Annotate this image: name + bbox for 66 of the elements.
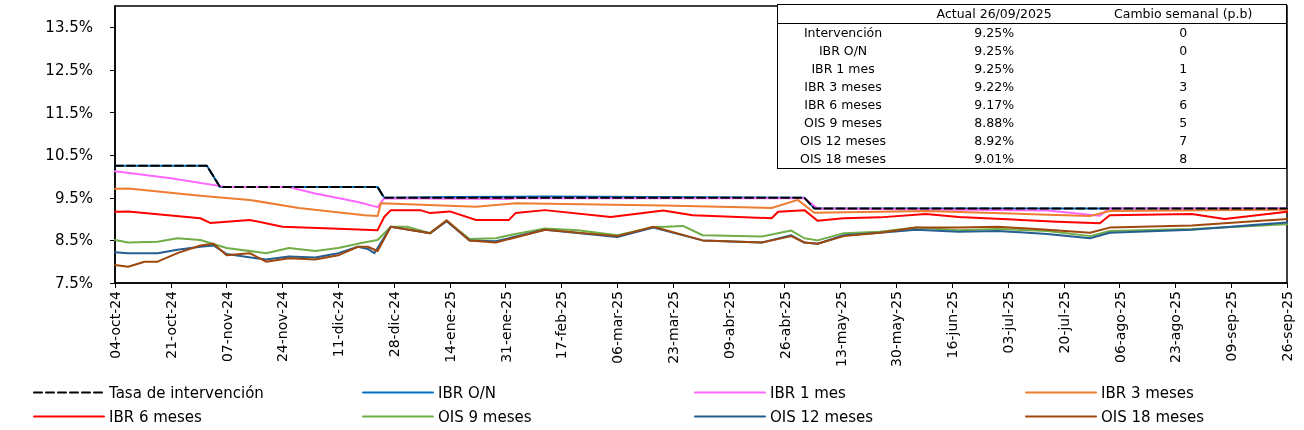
annotation: 7 xyxy=(1178,132,1189,150)
y-tick-label: 7.5% xyxy=(54,274,93,292)
x-tick-label: 23-ago-25 xyxy=(1167,291,1184,364)
annotation: 9.25% xyxy=(973,42,1016,60)
annotation: 0 xyxy=(1178,42,1189,60)
y-tick-label: 12.5% xyxy=(45,60,93,79)
x-tick-label: 06-mar-25 xyxy=(609,291,626,364)
legend-label: OIS 18 meses xyxy=(1101,407,1205,426)
x-tick-label: 04-oct-24 xyxy=(107,290,123,359)
x-tick-label: 21-oct-24 xyxy=(162,290,179,359)
annotation: IBR 1 mes xyxy=(810,60,876,78)
annotation: 9.01% xyxy=(973,150,1016,168)
annotation: 9.25% xyxy=(973,24,1016,42)
x-tick-label: 28-dic-24 xyxy=(386,290,403,358)
x-tick-label: 24-nov-24 xyxy=(274,290,291,363)
x-tick-label: 03-jul-25 xyxy=(999,291,1016,354)
x-tick-label: 07-nov-24 xyxy=(218,290,235,363)
x-tick-label: 11-dic-24 xyxy=(330,290,347,358)
y-tick-label: 9.5% xyxy=(54,188,93,207)
annotation: Intervención xyxy=(802,24,884,42)
x-tick-label: 26-abr-25 xyxy=(776,291,793,360)
legend-label: OIS 9 meses xyxy=(438,407,532,426)
x-tick-label: 14-ene-25 xyxy=(441,291,458,363)
annotation: IBR 3 meses xyxy=(803,78,883,96)
legend-label: OIS 12 meses xyxy=(770,407,874,426)
x-tick-label: 16-jun-25 xyxy=(944,291,961,359)
annotation: 3 xyxy=(1178,78,1189,96)
annotation: 5 xyxy=(1178,114,1189,132)
annotation: OIS 9 meses xyxy=(803,114,883,132)
legend-label: IBR 6 meses xyxy=(109,407,203,426)
x-tick-label: 23-mar-25 xyxy=(665,291,682,364)
annotation: 8 xyxy=(1178,150,1189,168)
x-tick-label: 31-ene-25 xyxy=(497,291,514,363)
x-tick-label: 06-ago-25 xyxy=(1111,291,1128,364)
annotation: OIS 12 meses xyxy=(799,132,887,150)
annotation: 9.25% xyxy=(973,60,1016,78)
x-tick-label: 26-sep-25 xyxy=(1279,291,1295,362)
line-series xyxy=(114,209,1288,232)
x-tick-label: 09-abr-25 xyxy=(720,291,737,360)
y-tick-label: 10.5% xyxy=(45,146,93,165)
annotation: Actual 26/09/2025 xyxy=(908,4,1081,24)
annotation: 8.92% xyxy=(973,132,1016,150)
y-tick-label: 8.5% xyxy=(54,231,93,250)
annotation: 9.22% xyxy=(973,78,1016,96)
line-series xyxy=(114,187,1288,218)
annotation: OIS 18 meses xyxy=(799,150,887,168)
annotation: 8.88% xyxy=(973,114,1016,132)
annotation: 0 xyxy=(1178,24,1189,42)
x-tick-label: 17-feb-25 xyxy=(553,291,570,360)
x-tick-label: 09-sep-25 xyxy=(1223,291,1240,362)
annotation: Cambio semanal (p.b) xyxy=(1080,4,1287,24)
line-series xyxy=(114,218,1288,268)
legend-label: IBR O/N xyxy=(438,383,496,402)
x-tick-label: 30-may-25 xyxy=(888,291,905,367)
x-tick-label: 20-jul-25 xyxy=(1055,291,1072,354)
annotation: 9.17% xyxy=(973,96,1016,114)
y-tick-label: 11.5% xyxy=(45,103,93,122)
x-tick-label: 13-may-25 xyxy=(832,291,849,367)
annotation: 1 xyxy=(1178,60,1189,78)
legend-label: IBR 3 meses xyxy=(1101,383,1195,402)
annotation: 6 xyxy=(1178,96,1189,114)
legend-label: IBR 1 mes xyxy=(770,383,847,402)
y-tick-label: 13.5% xyxy=(45,18,93,37)
annotation: IBR O/N xyxy=(817,42,869,60)
annotation: IBR 6 meses xyxy=(803,96,883,114)
legend-label: Tasa de intervención xyxy=(108,383,264,402)
